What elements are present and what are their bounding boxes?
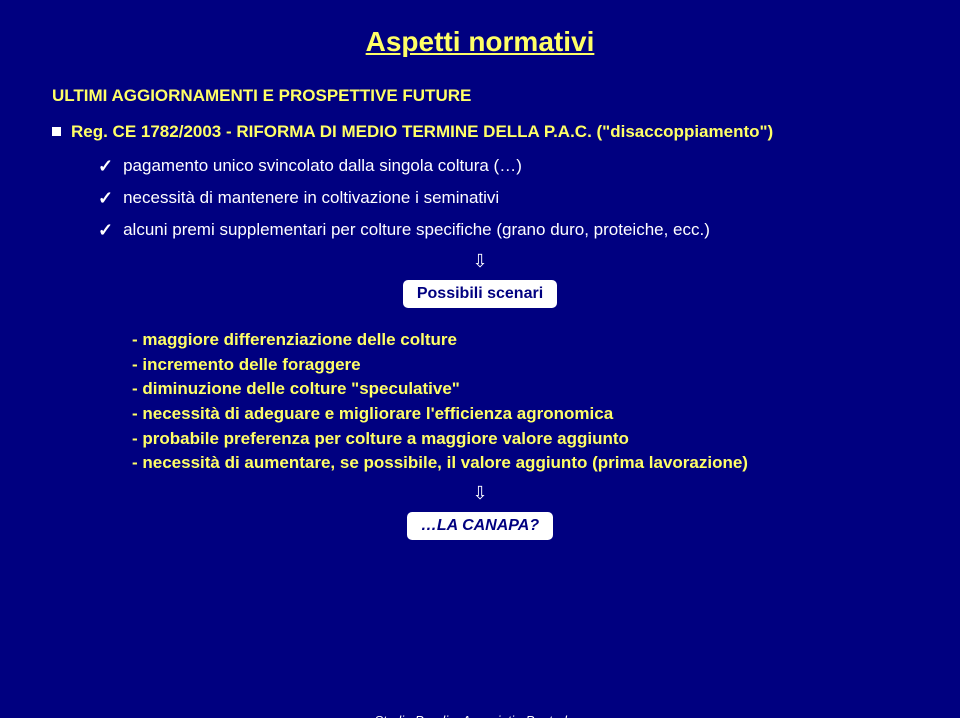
- regulation-bullet: Reg. CE 1782/2003 - RIFORMA DI MEDIO TER…: [52, 122, 960, 142]
- scenario-box-wrap: Possibili scenari: [0, 280, 960, 308]
- check-icon: ✓: [98, 189, 113, 207]
- canapa-box-wrap: …LA CANAPA?: [0, 512, 960, 540]
- slide-title: Aspetti normativi: [0, 26, 960, 58]
- arrow-down-icon: ⇩: [0, 252, 960, 270]
- footer-text: Studio Paroli e Associati - Pontedera: [0, 713, 960, 718]
- dash-item: - maggiore differenziazione delle coltur…: [132, 328, 960, 353]
- dash-item: - probabile preferenza per colture a mag…: [132, 427, 960, 452]
- dash-item: - necessità di adeguare e migliorare l'e…: [132, 402, 960, 427]
- check-icon: ✓: [98, 221, 113, 239]
- dash-item: - diminuzione delle colture "speculative…: [132, 377, 960, 402]
- check-item: ✓ necessità di mantenere in coltivazione…: [98, 188, 960, 208]
- check-item: ✓ pagamento unico svincolato dalla singo…: [98, 156, 960, 176]
- canapa-label: …LA CANAPA?: [407, 512, 553, 540]
- regulation-text: Reg. CE 1782/2003 - RIFORMA DI MEDIO TER…: [71, 122, 773, 142]
- dash-item: - necessità di aumentare, se possibile, …: [132, 451, 960, 476]
- section-subtitle: ULTIMI AGGIORNAMENTI E PROSPETTIVE FUTUR…: [52, 86, 960, 106]
- check-icon: ✓: [98, 157, 113, 175]
- arrow-down-icon: ⇩: [0, 484, 960, 502]
- check-text-3: alcuni premi supplementari per colture s…: [123, 220, 710, 240]
- square-bullet-icon: [52, 127, 61, 136]
- check-item: ✓ alcuni premi supplementari per colture…: [98, 220, 960, 240]
- dash-item: - incremento delle foraggere: [132, 353, 960, 378]
- scenario-label: Possibili scenari: [403, 280, 557, 308]
- check-text-2: necessità di mantenere in coltivazione i…: [123, 188, 499, 208]
- check-text-1: pagamento unico svincolato dalla singola…: [123, 156, 522, 176]
- dash-list: - maggiore differenziazione delle coltur…: [132, 328, 960, 476]
